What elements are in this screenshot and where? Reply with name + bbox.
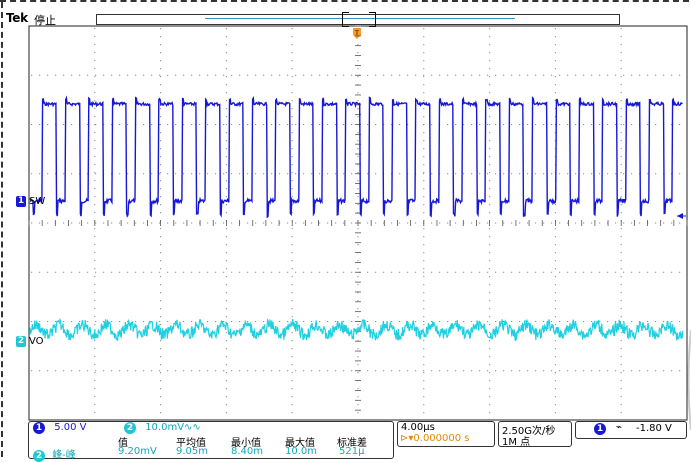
trigger-delay-icon: ⊳▾ — [400, 433, 414, 444]
falling-edge-icon: ⌁ — [616, 422, 623, 433]
measure-value: 9.20mV — [118, 446, 157, 457]
measure-name: 峰-峰 — [52, 450, 76, 461]
measure-channel-badge: 2 — [33, 450, 45, 462]
ch2-scale-readout[interactable]: 2 10.0mV∿∿ — [124, 422, 201, 434]
ch2-ground-marker[interactable]: 2 — [16, 336, 26, 347]
measure-mean: 9.05m — [176, 446, 209, 457]
measure-row[interactable]: 2 峰-峰 — [33, 446, 76, 462]
measure-min: 8.40m — [231, 446, 264, 457]
center-ticks — [28, 25, 688, 411]
screen-border-left — [1, 2, 3, 457]
trigger-box[interactable]: 1 ⌁ -1.80 V — [575, 421, 687, 439]
measure-max: 10.0m — [285, 446, 318, 457]
grid-lines — [31, 28, 681, 414]
ch2-label: VO — [29, 336, 44, 347]
ch1-scale: 5.00 V — [54, 422, 87, 433]
acquisition-box[interactable]: 2.50G次/秒 1M 点 — [498, 421, 572, 448]
measure-header-max: 最大值 — [285, 438, 315, 449]
ch1-scale-readout[interactable]: 1 5.00 V — [33, 422, 86, 434]
ch2-badge: 2 — [124, 422, 136, 434]
run-status[interactable]: 停止 — [34, 14, 56, 27]
measure-stddev: 521μ — [339, 446, 365, 457]
ch1-badge: 1 — [33, 422, 45, 434]
vo-waveform — [29, 317, 684, 341]
ch1-ground-marker[interactable]: 1 — [16, 196, 26, 207]
measure-header-stddev: 标准差 — [337, 438, 367, 449]
sample-rate: 2.50G次/秒 — [502, 426, 556, 437]
timebase-box[interactable]: 4.00μs ⊳▾0.000000 s — [397, 421, 495, 447]
record-length: 1M 点 — [502, 437, 531, 448]
status-bar: Tek 停止 — [0, 8, 691, 28]
trigger-level: -1.80 V — [636, 423, 672, 434]
record-view-line — [205, 18, 515, 19]
brand-logo: Tek — [6, 11, 28, 25]
screen-border-top — [0, 0, 689, 6]
measure-header-value: 值 — [118, 438, 128, 449]
sw-waveform — [29, 95, 683, 219]
measure-header-min: 最小值 — [231, 438, 261, 449]
measure-header-mean: 平均值 — [176, 438, 206, 449]
ch2-coupling-icon: ∿∿ — [184, 422, 201, 433]
ch1-label: SW — [29, 196, 46, 207]
trigger-position-icon[interactable]: T — [352, 28, 362, 40]
trigger-source: 1 — [594, 423, 606, 435]
timebase-position: ⊳▾0.000000 s — [400, 433, 470, 444]
ch2-scale: 10.0mV — [145, 422, 185, 433]
timebase-scale: 4.00μs — [401, 422, 435, 433]
svg-text:T: T — [354, 30, 359, 37]
readout-panel: 1 5.00 V 2 10.0mV∿∿ 值 平均值 最小值 最大值 标准差 2 … — [28, 421, 688, 462]
edge-decoration — [687, 330, 691, 430]
